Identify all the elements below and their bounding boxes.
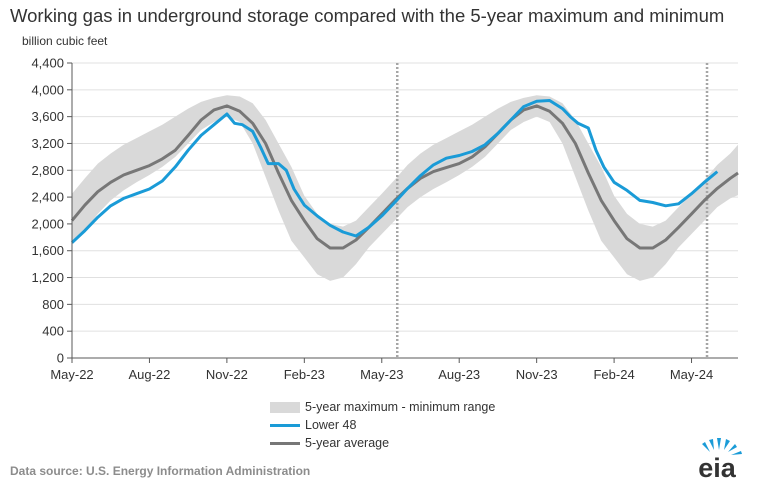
x-tick-label: May-23	[360, 367, 403, 382]
legend-label-average: 5-year average	[305, 436, 390, 450]
series-lines	[70, 99, 739, 250]
legend-swatch-average	[270, 441, 300, 445]
eia-logo: eia	[698, 438, 742, 480]
legend: 5-year maximum - minimum range Lower 48 …	[270, 398, 495, 452]
legend-swatch-range	[270, 401, 300, 413]
y-tick-label: 1,600	[31, 243, 64, 258]
y-tick-label: 3,200	[31, 136, 64, 151]
legend-label-lower48: Lower 48	[305, 418, 357, 432]
eia-logo-rays	[702, 438, 742, 455]
x-tick-label: Feb-24	[593, 367, 634, 382]
y-tick-label: 2,400	[31, 190, 64, 205]
grid-lines	[72, 62, 738, 332]
eia-logo-text: eia	[698, 453, 737, 480]
chart-title: Working gas in underground storage compa…	[10, 5, 725, 26]
y-tick-label: 0	[57, 351, 64, 366]
y-tick-label: 2,000	[31, 216, 64, 231]
x-tick-label: Aug-22	[128, 367, 170, 382]
legend-swatch-lower48	[270, 423, 300, 427]
y-tick-label: 4,400	[31, 56, 64, 71]
y-tick-labels: 0 400 800 1,200 1,600 2,000 2,400 2,800 3,200 3,6…	[31, 56, 64, 366]
x-tick-label: May-22	[50, 367, 93, 382]
legend-item-average: 5-year average	[270, 434, 495, 452]
x-tick-label: Nov-22	[206, 367, 248, 382]
y-tick-label: 4,000	[31, 82, 64, 97]
x-tick-label: Nov-23	[516, 367, 558, 382]
chart-area: 0 400 800 1,200 1,600 2,000 2,400 2,800 3,200 3,6…	[31, 56, 739, 382]
y-tick-label: 2,800	[31, 163, 64, 178]
legend-item-range: 5-year maximum - minimum range	[270, 398, 495, 416]
x-tick-label: Aug-23	[438, 367, 480, 382]
x-tick-labels: May-22 Aug-22 Nov-22 Feb-23 May-23 Aug-23 Nov-…	[50, 367, 713, 382]
y-tick-label: 800	[42, 297, 64, 312]
y-tick-label: 1,200	[31, 270, 64, 285]
y-tick-label: 3,600	[31, 109, 64, 124]
series-line-lower-48	[70, 99, 719, 244]
range-band	[72, 95, 738, 281]
data-source-note: Data source: U.S. Energy Information Adm…	[10, 464, 311, 478]
axes	[67, 62, 738, 363]
divider-layer	[396, 63, 709, 358]
range-band-layer	[72, 95, 738, 281]
legend-item-lower48: Lower 48	[270, 416, 495, 434]
y-axis-unit-label: billion cubic feet	[22, 34, 108, 48]
y-tick-label: 400	[42, 324, 64, 339]
x-tick-label: May-24	[670, 367, 713, 382]
legend-label-range: 5-year maximum - minimum range	[305, 400, 496, 414]
x-tick-label: Feb-23	[284, 367, 325, 382]
